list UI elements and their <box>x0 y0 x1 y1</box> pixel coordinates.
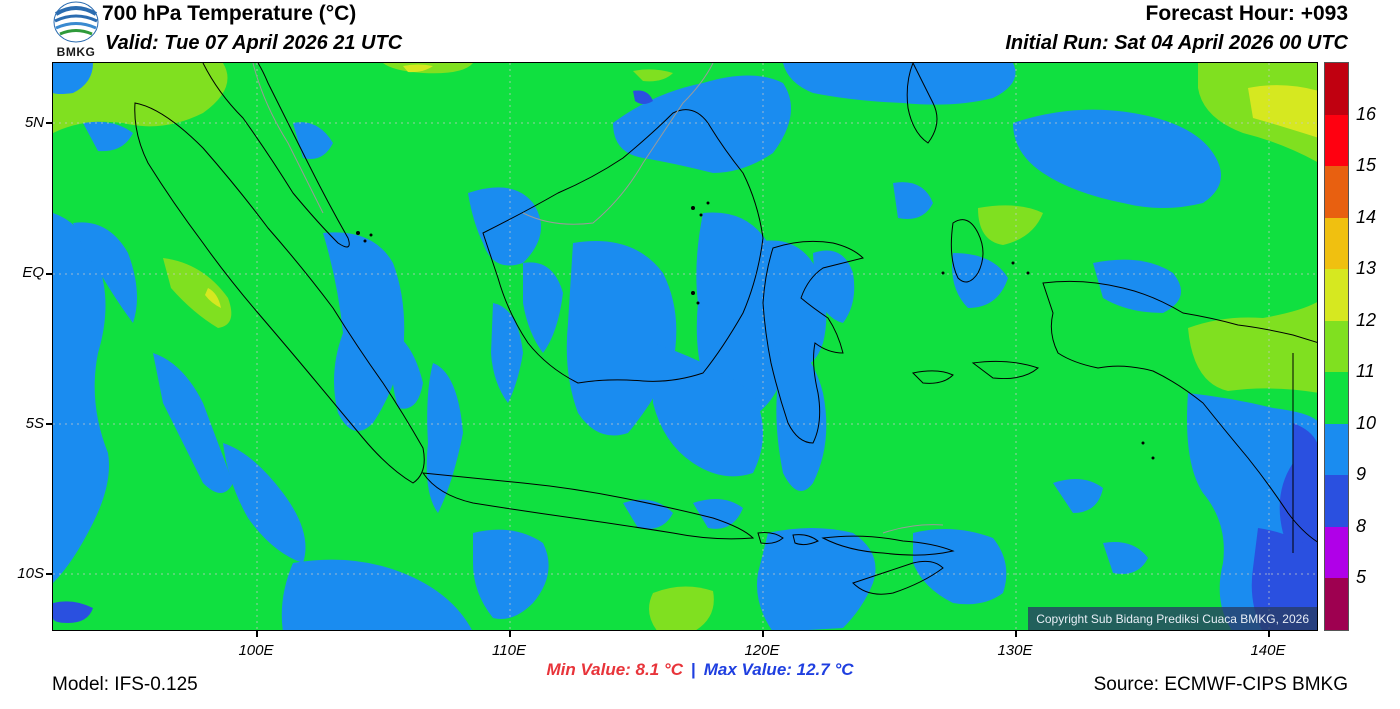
source-label: Source: ECMWF-CIPS BMKG <box>1093 674 1348 695</box>
colorbar-label: 15 <box>1356 155 1377 176</box>
lon-tick <box>256 631 258 637</box>
temperature-field <box>53 63 1317 630</box>
lat-tick <box>46 423 52 425</box>
colorbar-label: 16 <box>1356 103 1377 124</box>
max-value: Max Value: 12.7 °C <box>703 660 854 679</box>
colorbar-segment <box>1325 166 1348 218</box>
colorbar-label: 13 <box>1356 258 1377 279</box>
lat-label-10s: 10S <box>17 565 44 582</box>
min-max-values: Min Value: 8.1 °C | Max Value: 12.7 °C <box>0 660 1400 680</box>
colorbar-segment <box>1325 269 1348 321</box>
colorbar-segment <box>1325 423 1348 476</box>
colorbar-segment <box>1325 320 1348 373</box>
valid-time: Valid: Tue 07 April 2026 21 UTC <box>105 32 403 54</box>
lat-label-5n: 5N <box>24 114 44 131</box>
colorbar-segment <box>1325 63 1348 115</box>
min-value: Min Value: 8.1 °C <box>546 660 683 679</box>
lon-tick <box>509 631 511 637</box>
lat-label-eq: EQ <box>22 264 44 281</box>
initial-run: Initial Run: Sat 04 April 2026 00 UTC <box>1005 32 1348 54</box>
colorbar-label: 14 <box>1356 206 1377 227</box>
colorbar-label: 5 <box>1356 567 1367 588</box>
colorbar-segment <box>1325 217 1348 270</box>
colorbar-label: 12 <box>1356 309 1377 330</box>
copyright-notice: Copyright Sub Bidang Prediksi Cuaca BMKG… <box>1028 607 1317 630</box>
lat-label-5s: 5S <box>25 415 44 432</box>
lon-label-120e: 120E <box>744 642 780 659</box>
colorbar-label: 11 <box>1356 361 1375 382</box>
lat-tick <box>46 122 52 124</box>
lon-tick <box>1015 631 1017 637</box>
temperature-map: Copyright Sub Bidang Prediksi Cuaca BMKG… <box>52 62 1318 631</box>
colorbar-label: 8 <box>1356 515 1367 536</box>
lat-tick <box>46 273 52 275</box>
lon-label-130e: 130E <box>997 642 1033 659</box>
bmkg-logo-icon <box>53 1 99 43</box>
forecast-hour: Forecast Hour: +093 <box>1145 2 1349 25</box>
lon-label-110e: 110E <box>492 642 526 659</box>
colorbar-label: 9 <box>1356 464 1367 485</box>
colorbar-segment <box>1325 475 1348 527</box>
bmkg-logo: BMKG <box>52 0 100 60</box>
colorbar <box>1324 62 1349 631</box>
lon-tick <box>1268 631 1270 637</box>
lon-label-100e: 100E <box>238 642 274 659</box>
colorbar-label: 10 <box>1356 412 1377 433</box>
lat-tick <box>46 573 52 575</box>
colorbar-segment <box>1325 114 1348 167</box>
logo-text: BMKG <box>56 45 96 59</box>
lon-label-140e: 140E <box>1250 642 1286 659</box>
model-label: Model: IFS-0.125 <box>52 674 198 695</box>
map-title: 700 hPa Temperature (°C) <box>102 2 357 25</box>
colorbar-segment <box>1325 526 1348 579</box>
value-separator: | <box>690 660 696 679</box>
lon-tick <box>762 631 764 637</box>
colorbar-segment <box>1325 372 1348 424</box>
colorbar-segment <box>1325 578 1348 630</box>
